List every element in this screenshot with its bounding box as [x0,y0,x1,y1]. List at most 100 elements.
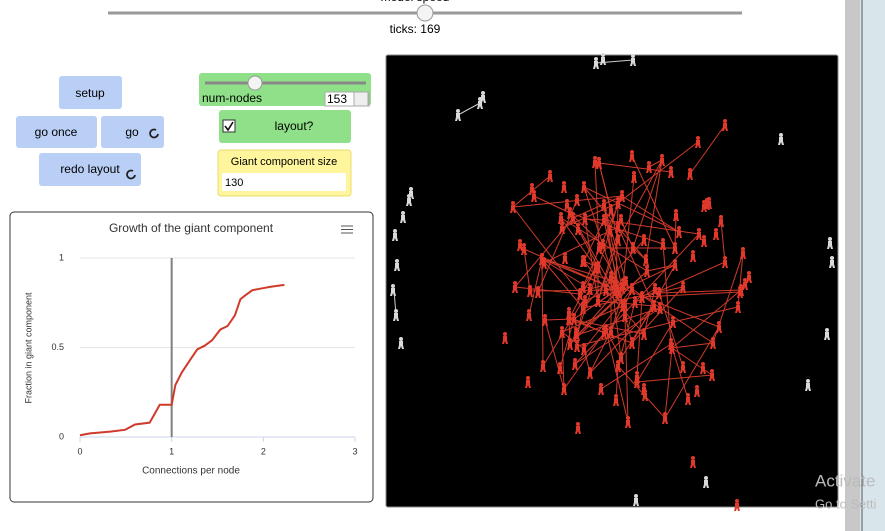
node [595,295,601,307]
node [641,328,647,340]
node [657,302,663,314]
node-body [713,232,719,240]
node-head [528,285,532,289]
layout-switch[interactable]: layout? [219,110,351,143]
node-head [681,281,685,285]
node-head [456,109,460,113]
node-head [530,183,534,187]
node-body [662,416,668,424]
go-once-button[interactable]: go once [16,116,97,148]
node [690,456,696,468]
node-body [668,342,674,350]
node-body [646,165,652,173]
node-head [719,215,723,219]
monitor-value: 130 [225,177,243,189]
node-body [651,304,657,312]
node-body [652,287,658,295]
link [583,288,633,350]
node-head [560,222,564,226]
node-head [604,284,608,288]
node-body [601,331,607,339]
node-head [588,283,592,287]
switch-label: layout? [275,119,314,133]
button-label[interactable]: go once [35,125,78,139]
redo-layout-button[interactable]: redo layout [39,153,141,186]
button-label[interactable]: setup [75,86,105,100]
node-head [583,213,587,217]
node-body [542,318,548,326]
node [619,282,625,294]
node-head [614,394,618,398]
node-body [742,282,748,290]
link [617,141,699,204]
node [601,214,607,226]
node-head [575,329,579,333]
node-head [608,225,612,229]
side-panel [860,0,885,531]
link [646,264,676,272]
node-head [522,243,526,247]
setup-button[interactable]: setup [59,76,122,109]
node-body [709,373,715,381]
node-body [406,198,412,206]
node [735,301,741,313]
node-head [642,328,646,332]
node [575,223,581,235]
node-head [527,309,531,313]
speed-thumb[interactable] [416,4,434,22]
node-head [673,259,677,263]
node [703,476,709,488]
node [455,109,461,121]
node-head [575,194,579,198]
node-head [576,223,580,227]
node-head [559,212,563,216]
node-head [619,214,623,218]
node-head [635,371,639,375]
node-head [677,226,681,230]
node-head [697,228,701,232]
node-head [602,327,606,331]
menu-icon[interactable] [341,225,353,234]
slider-value[interactable]: 153 [327,92,347,106]
node-head [597,242,601,246]
button-label[interactable]: go [125,125,139,139]
go-button[interactable]: go [101,116,164,148]
node-body [734,503,740,511]
node [676,226,682,238]
link [576,321,674,347]
node-body [829,260,835,268]
node-body [672,263,678,271]
node-head [593,156,597,160]
node [695,136,701,148]
button-label[interactable]: redo layout [60,162,120,176]
node [615,221,621,233]
y-tick-label: 0.5 [51,342,64,352]
node-head [588,367,592,371]
watermark: Activate [815,471,875,490]
link [589,305,624,374]
node [608,204,614,216]
node-head [401,211,405,215]
node [582,213,588,225]
node-head [671,316,675,320]
node [639,291,645,303]
node-head [717,321,721,325]
node-body [572,362,578,370]
node-head [691,250,695,254]
scrollbar[interactable] [845,0,860,531]
node-body [571,317,577,325]
node [619,190,625,202]
node-body [619,286,625,294]
num-nodes-slider[interactable]: num-nodes 153 [199,73,371,107]
node [709,369,715,381]
node-head [779,133,783,137]
node-head [642,234,646,238]
node [559,326,565,338]
node-body [656,291,662,299]
node-body [629,154,635,162]
node-head [602,214,606,218]
node-body [581,347,587,355]
node-body [526,313,532,321]
node [406,194,412,206]
node-head [695,385,699,389]
